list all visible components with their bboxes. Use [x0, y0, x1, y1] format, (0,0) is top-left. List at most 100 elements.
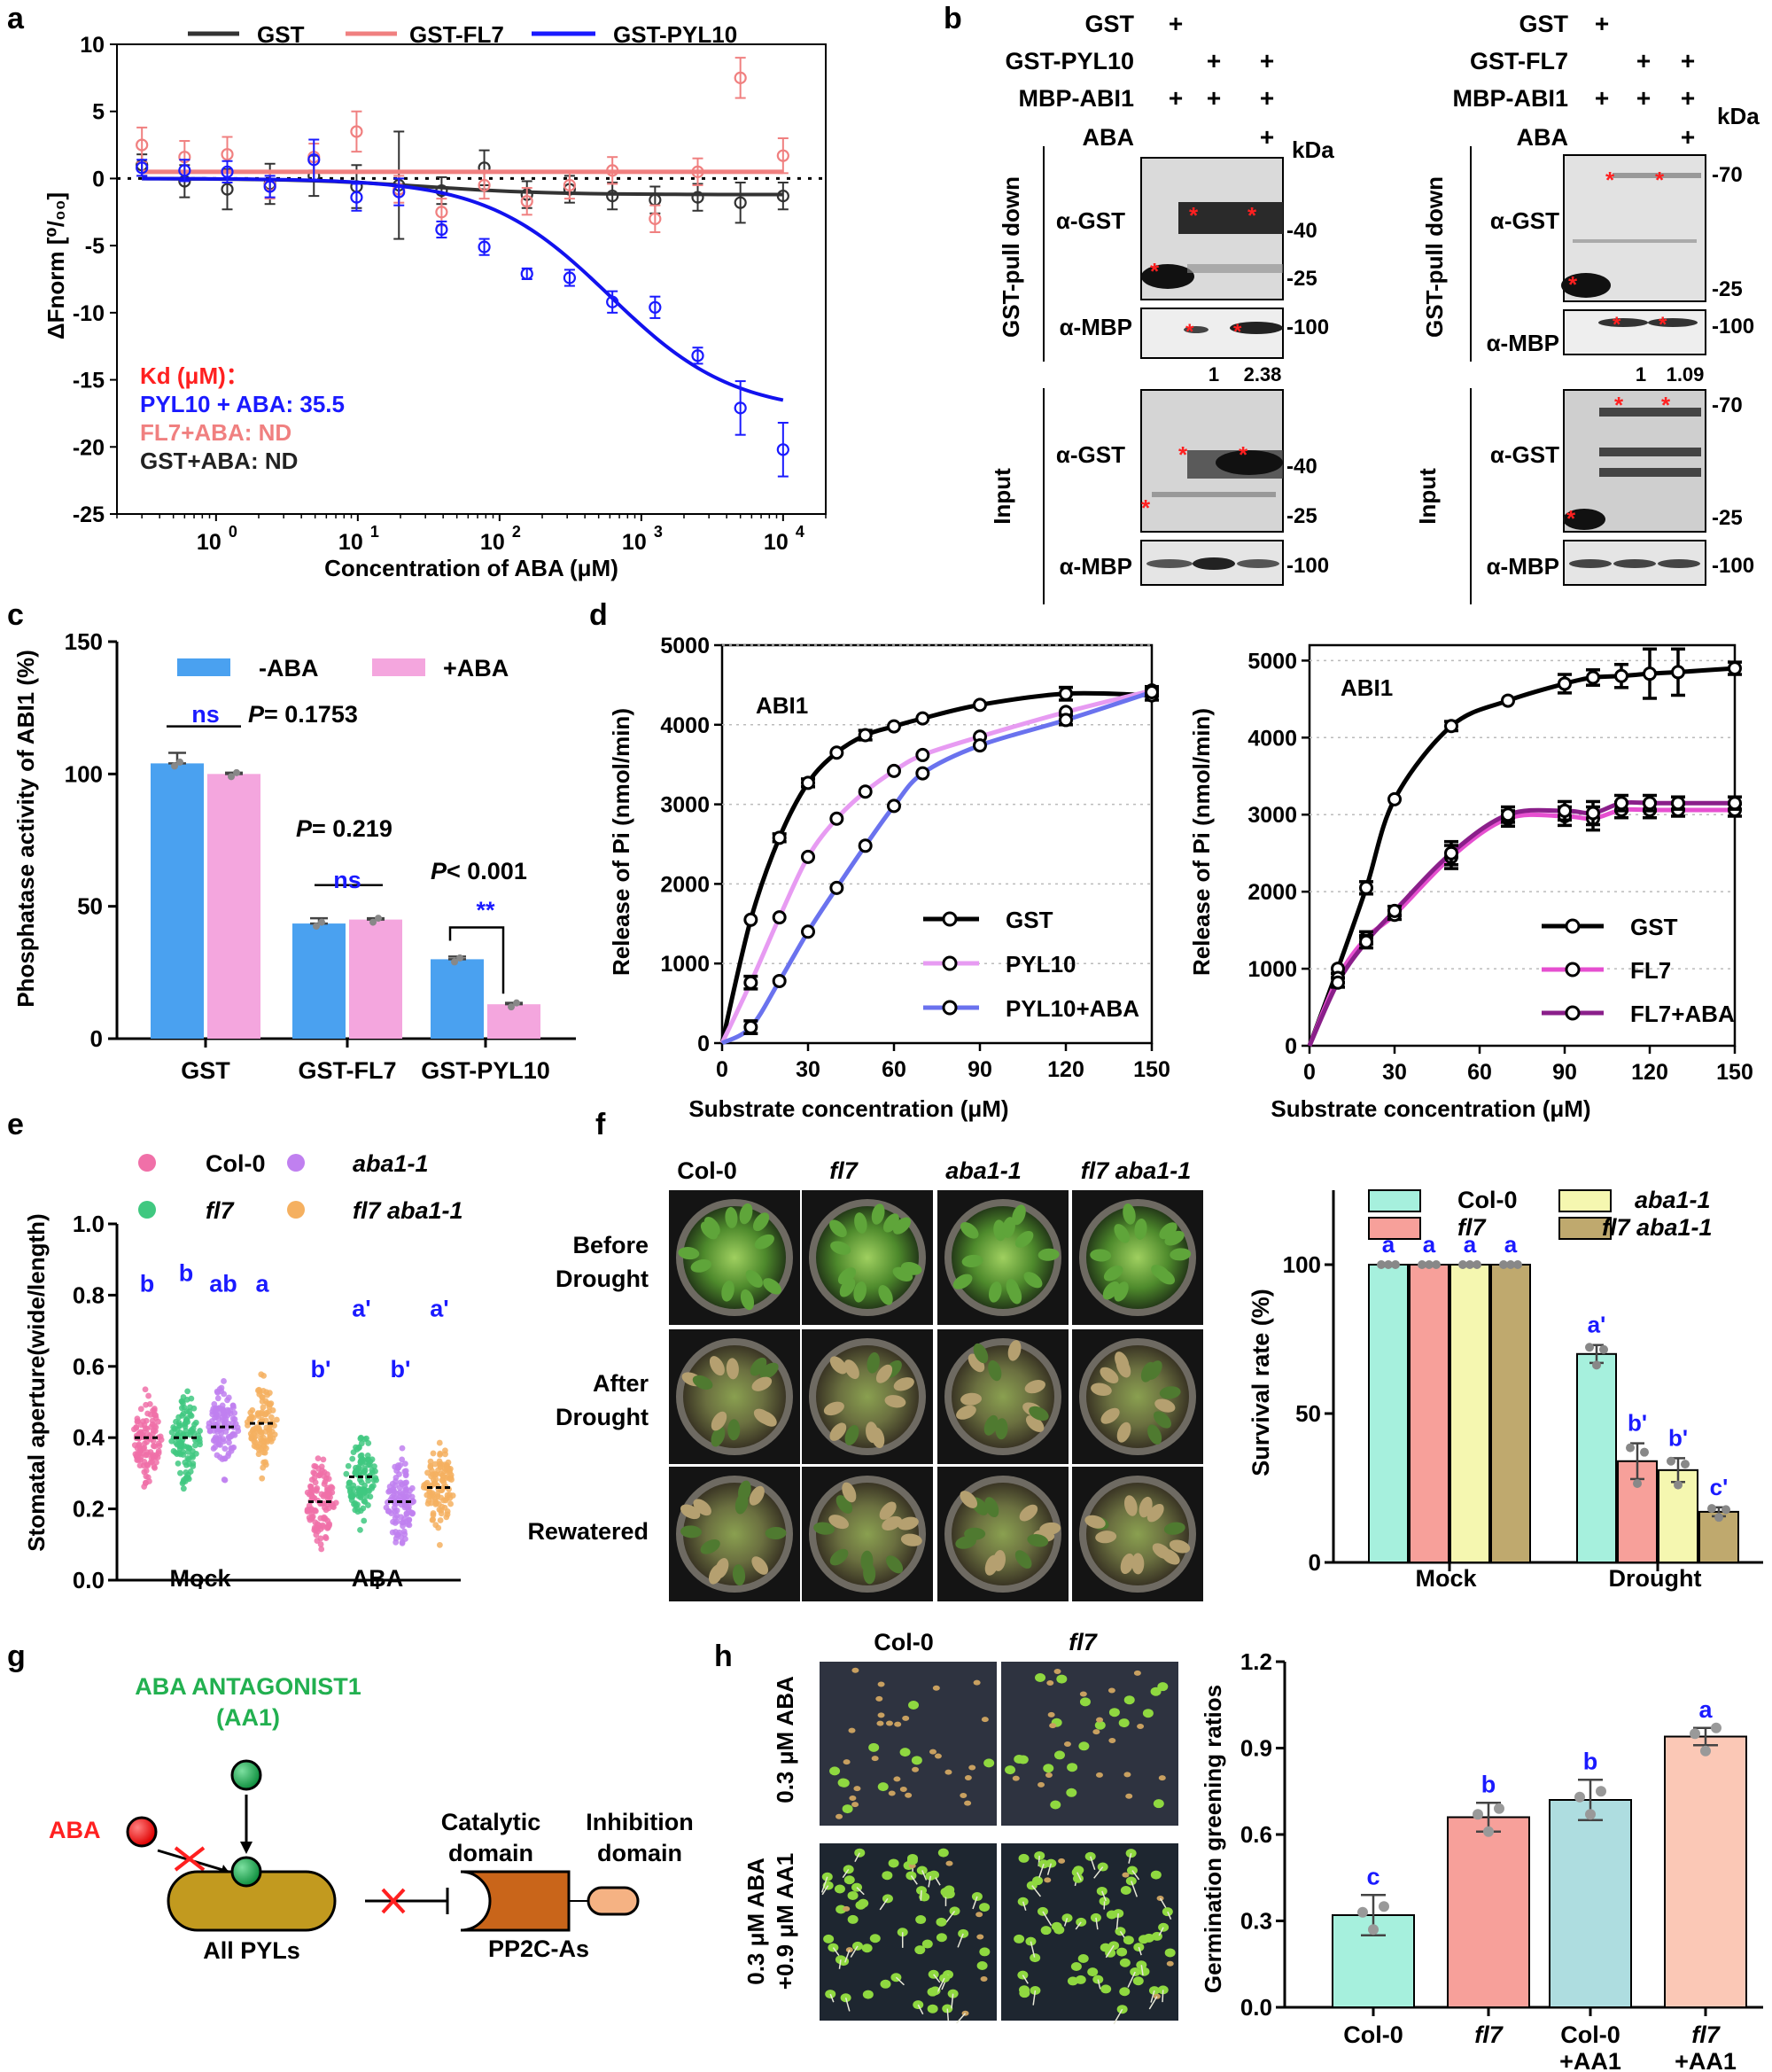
leaf [1123, 1495, 1138, 1516]
data-point [1357, 1906, 1368, 1918]
data-point [133, 1424, 140, 1431]
leaf [973, 1343, 989, 1364]
d-left-xlabel: Substrate concentration (μM) [688, 1095, 1008, 1122]
data-point [915, 766, 930, 781]
seedling [1058, 1858, 1066, 1864]
seedling [877, 1712, 885, 1718]
data-point [734, 196, 747, 209]
seedling [1108, 1737, 1116, 1743]
seedling [1038, 1781, 1045, 1788]
seedling [1053, 1925, 1065, 1935]
plus: + [1636, 84, 1651, 112]
kda-right: kDa [1717, 103, 1760, 129]
data-point [349, 1492, 356, 1499]
root [838, 1959, 842, 1969]
data-point [216, 1453, 223, 1461]
data-point [478, 178, 491, 192]
sig-letter: b [140, 1270, 155, 1297]
data-point [249, 1406, 256, 1414]
data-point [134, 1418, 141, 1425]
seedling [882, 1871, 893, 1881]
root [844, 1998, 851, 2012]
y-tick-label: 0 [1285, 1034, 1297, 1059]
band [1141, 264, 1194, 289]
quant: 1 [1636, 363, 1646, 386]
y-tick-label: 5000 [1247, 649, 1297, 674]
data-point [312, 1479, 319, 1486]
seedling [912, 1766, 920, 1772]
seedling [1094, 1720, 1106, 1730]
leaf [995, 1418, 1008, 1440]
seedling [1157, 1682, 1169, 1692]
catalytic-label-1: Catalytic [441, 1809, 541, 1835]
root [951, 1993, 954, 2009]
band [1573, 239, 1697, 243]
data-point [915, 747, 930, 762]
leaf [1163, 1522, 1185, 1535]
plus: + [1595, 10, 1609, 37]
root [1162, 1990, 1164, 2003]
kd-fl7: FL7+ABA: ND [140, 419, 291, 446]
leaf [867, 1351, 880, 1374]
seedling [1012, 1775, 1020, 1781]
data-point [353, 1502, 360, 1509]
geno-fl7-aba1: fl7 aba1-1 [1081, 1157, 1192, 1184]
data-point [323, 1491, 330, 1498]
root [1113, 2008, 1123, 2025]
root [844, 1949, 851, 1963]
data-point [1444, 719, 1458, 734]
star: * [1239, 441, 1248, 468]
legend-marker [1565, 918, 1581, 934]
block-x [381, 1888, 406, 1914]
root [1075, 1921, 1082, 1930]
x-tick-label: 10 [197, 530, 222, 555]
root [1127, 1971, 1136, 1988]
group-drought: Drought [1609, 1565, 1702, 1592]
bar-Col-0 +AA1 [1549, 1799, 1632, 2008]
pp2c-label: PP2C-As [488, 1936, 589, 1962]
leaf [988, 1359, 1002, 1382]
data-point [887, 763, 901, 778]
row-aba: ABA [1083, 124, 1135, 151]
data-point [691, 165, 704, 178]
x-tick-label: Col-0 [1560, 2021, 1620, 2048]
data-point [1384, 1260, 1393, 1269]
data-point [313, 923, 320, 931]
leaf [1023, 1272, 1043, 1289]
y-tick-label: 100 [1283, 1251, 1321, 1278]
leaf [1114, 1224, 1131, 1243]
data-point [403, 1511, 410, 1517]
data-point [144, 1462, 152, 1469]
leaf [893, 1377, 914, 1391]
sig-letter: a [1464, 1231, 1477, 1258]
row-gst-r: GST [1519, 11, 1568, 37]
data-point [369, 1467, 376, 1474]
seedling [843, 1759, 851, 1765]
root [856, 1887, 865, 1896]
data-point [348, 1497, 355, 1504]
data-point [153, 1459, 159, 1466]
p-value-fl7: = 0.219 [312, 815, 392, 842]
data-point [349, 1455, 356, 1462]
data-point [346, 1479, 354, 1486]
data-point [1359, 934, 1373, 949]
panel-h-ylabel: Germination greening ratios [1200, 1685, 1226, 1993]
data-point [563, 178, 576, 192]
label-agst: α-GST [1056, 441, 1125, 468]
bar-fl7 [1447, 1816, 1530, 2008]
sig-letter: c' [1710, 1474, 1729, 1500]
seedling [932, 1685, 940, 1691]
seedling [914, 1945, 926, 1955]
legend-fl7-aba1: fl7 aba1-1 [353, 1197, 463, 1224]
data-point [212, 1444, 218, 1451]
sig-ns-2: ns [333, 867, 361, 893]
data-point [304, 1489, 311, 1496]
y-tick-label: 100 [65, 760, 103, 787]
data-point [152, 1464, 158, 1471]
bar-aba1-1-Mock [1449, 1264, 1490, 1563]
leaf [813, 1522, 835, 1535]
data-point [143, 1468, 150, 1474]
leaf [886, 1555, 904, 1574]
p-label: P [248, 701, 265, 728]
seedling [877, 1681, 885, 1687]
